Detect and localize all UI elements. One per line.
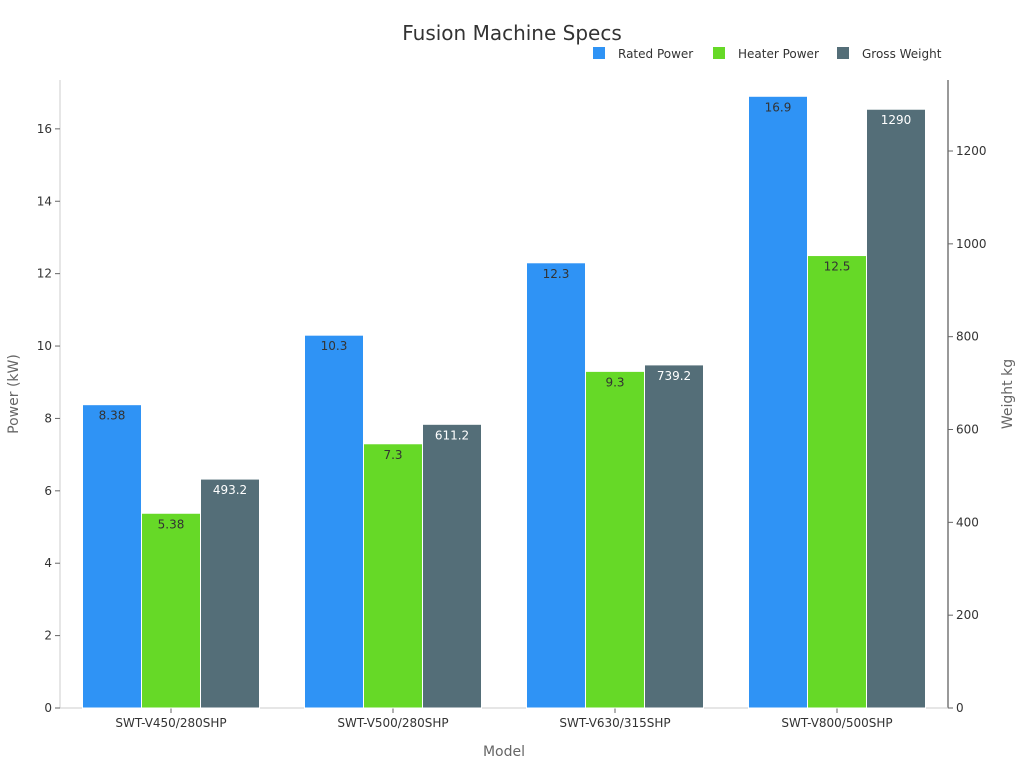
left-tick-label: 6: [44, 484, 52, 498]
bar-heater-power: [807, 255, 867, 709]
right-tick-label: 600: [956, 423, 979, 437]
bar-rated-power: [748, 95, 808, 709]
legend-swatch: [593, 47, 605, 59]
legend-swatch: [837, 47, 849, 59]
left-tick-label: 14: [37, 194, 52, 208]
bar-heater-power: [363, 443, 423, 709]
chart-title: Fusion Machine Specs: [402, 21, 622, 45]
left-axis: 0 2 4 6 8 10 12 14 16: [37, 80, 61, 715]
bar-heater-power: [585, 370, 645, 709]
bar-gross-weight: [422, 423, 482, 709]
bar-label-rated-power: 10.3: [321, 339, 348, 353]
bar-label-heater-power: 9.3: [605, 375, 624, 389]
legend-label: Heater Power: [738, 47, 819, 61]
left-tick-label: 8: [44, 411, 52, 425]
y-axis-right-title: Weight kg: [1000, 359, 1016, 429]
right-tick-label: 400: [956, 515, 979, 529]
bar-labels: 8.38 5.38 493.2 10.3 7.3 611.2 12.3 9.3 739.2 16.…: [99, 100, 912, 531]
legend-item-gross-weight: Gross Weight: [837, 47, 942, 61]
bar-rated-power: [304, 334, 364, 709]
legend-label: Gross Weight: [862, 47, 942, 61]
bar-label-gross-weight: 739.2: [657, 369, 691, 383]
bars: [82, 95, 926, 709]
left-tick-label: 2: [44, 629, 52, 643]
x-tick-label: SWT-V500/280SHP: [337, 716, 448, 730]
bar-label-gross-weight: 1290: [881, 113, 912, 127]
left-tick-label: 10: [37, 339, 52, 353]
bar-heater-power: [141, 512, 201, 709]
y-axis-left-title: Power (kW): [6, 354, 22, 434]
bar-gross-weight: [200, 478, 260, 709]
legend-swatch: [713, 47, 725, 59]
bar-rated-power: [82, 404, 142, 709]
x-axis-title: Model: [483, 744, 525, 760]
right-tick-label: 1000: [956, 237, 987, 251]
legend-item-heater-power: Heater Power: [713, 47, 819, 61]
right-tick-label: 800: [956, 330, 979, 344]
left-tick-label: 16: [37, 122, 52, 136]
bar-label-rated-power: 12.3: [543, 267, 570, 281]
bar-label-gross-weight: 493.2: [213, 483, 247, 497]
bar-gross-weight: [866, 108, 926, 709]
x-tick-label: SWT-V450/280SHP: [115, 716, 226, 730]
right-tick-label: 0: [956, 701, 964, 715]
legend-label: Rated Power: [618, 47, 693, 61]
legend: Rated Power Heater Power Gross Weight: [593, 47, 942, 61]
legend-item-rated-power: Rated Power: [593, 47, 693, 61]
x-tick-label: SWT-V800/500SHP: [781, 716, 892, 730]
right-axis: 0 200 400 600 800 1000 1200: [947, 80, 987, 715]
x-tick-label: SWT-V630/315SHP: [559, 716, 670, 730]
left-tick-label: 0: [44, 701, 52, 715]
right-tick-label: 1200: [956, 144, 987, 158]
left-tick-label: 4: [44, 556, 52, 570]
bar-gross-weight: [644, 364, 704, 709]
bar-rated-power: [526, 262, 586, 709]
bar-label-heater-power: 7.3: [383, 448, 402, 462]
x-axis: SWT-V450/280SHP SWT-V500/280SHP SWT-V630/3…: [60, 707, 948, 730]
bar-label-heater-power: 5.38: [158, 517, 185, 531]
bar-label-rated-power: 8.38: [99, 409, 126, 423]
right-tick-label: 200: [956, 608, 979, 622]
bar-label-gross-weight: 611.2: [435, 428, 469, 442]
bar-label-heater-power: 12.5: [824, 260, 851, 274]
left-tick-label: 12: [37, 267, 52, 281]
bar-label-rated-power: 16.9: [765, 100, 792, 114]
